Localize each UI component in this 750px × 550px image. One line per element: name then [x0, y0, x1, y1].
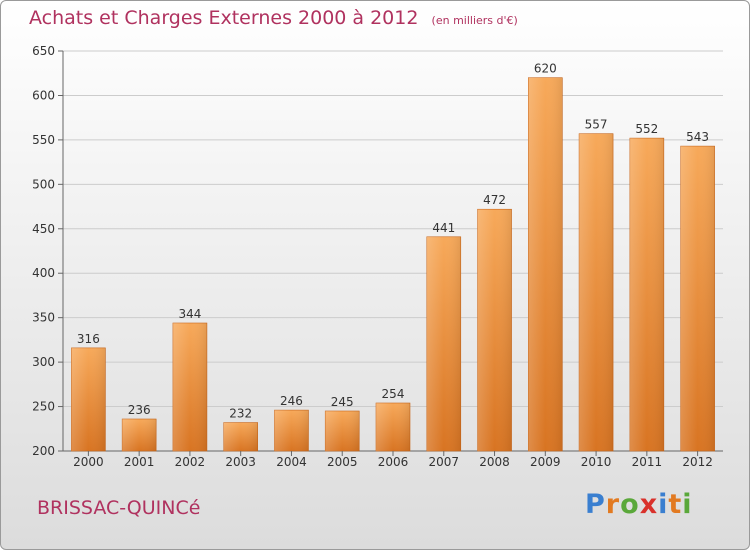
bar-shade [528, 77, 563, 452]
x-tick-label: 2005 [327, 455, 358, 469]
bar-shade [274, 410, 309, 451]
x-tick-label: 2010 [581, 455, 612, 469]
y-tick-label: 400 [32, 266, 55, 280]
bar-shade [477, 209, 512, 451]
brand-letter: t [668, 489, 683, 520]
data-label: 246 [280, 394, 303, 408]
x-tick-label: 2007 [428, 455, 459, 469]
y-tick-label: 450 [32, 222, 55, 236]
data-label: 232 [229, 407, 252, 421]
bar-shade [680, 146, 715, 451]
data-label: 316 [77, 332, 100, 346]
brand-letter: P [585, 489, 606, 520]
bar-chart: 200 250 300 350 400 450 500 550 600 650 316 2000 236… [32, 44, 723, 469]
data-label: 236 [128, 403, 151, 417]
x-tick-label: 2003 [225, 455, 256, 469]
data-label: 557 [585, 118, 608, 132]
data-label: 254 [382, 387, 405, 401]
x-tick-label: 2011 [632, 455, 663, 469]
x-tick-label: 2012 [682, 455, 713, 469]
data-label: 472 [483, 193, 506, 207]
x-tick-label: 2006 [378, 455, 409, 469]
bar-shade [223, 422, 258, 451]
data-label: 620 [534, 62, 557, 76]
bar-shade [579, 133, 614, 451]
y-tick-label: 300 [32, 355, 55, 369]
x-tick-label: 2004 [276, 455, 307, 469]
x-tick-label: 2001 [124, 455, 155, 469]
y-tick-label: 200 [32, 444, 55, 458]
chart-title: Achats et Charges Externes 2000 à 2012 [29, 7, 419, 29]
bar-shade [629, 138, 664, 451]
y-tick-label: 600 [32, 88, 55, 102]
brand-letter: r [605, 489, 621, 520]
x-tick-label: 2002 [175, 455, 206, 469]
brand-logo[interactable]: Proxiti [585, 489, 693, 520]
data-label: 441 [432, 221, 455, 235]
y-tick-label: 550 [32, 133, 55, 147]
y-tick-label: 650 [32, 44, 55, 58]
data-label: 245 [331, 395, 354, 409]
brand-letter: x [639, 489, 659, 520]
bar-shade [376, 403, 410, 451]
y-tick-label: 350 [32, 311, 55, 325]
y-tick-label: 500 [32, 177, 55, 191]
commune-name: BRISSAC-QUINCé [37, 497, 201, 519]
chart-subtitle: (en milliers d'€) [431, 14, 518, 27]
data-label: 344 [178, 307, 201, 321]
data-label: 552 [635, 122, 658, 136]
data-label: 543 [686, 130, 709, 144]
bar-shade [122, 419, 157, 451]
brand-letter: o [620, 489, 640, 520]
bar-shade [325, 411, 360, 451]
brand-letter: i [682, 489, 693, 520]
bar-shade [426, 236, 461, 451]
bar-shade [172, 323, 207, 451]
brand-letter: i [658, 489, 669, 520]
chart-header: Achats et Charges Externes 2000 à 2012 (… [29, 7, 518, 29]
x-tick-label: 2009 [530, 455, 561, 469]
bar-shade [71, 347, 106, 451]
x-tick-label: 2008 [479, 455, 510, 469]
x-tick-label: 2000 [73, 455, 104, 469]
y-tick-label: 250 [32, 400, 55, 414]
